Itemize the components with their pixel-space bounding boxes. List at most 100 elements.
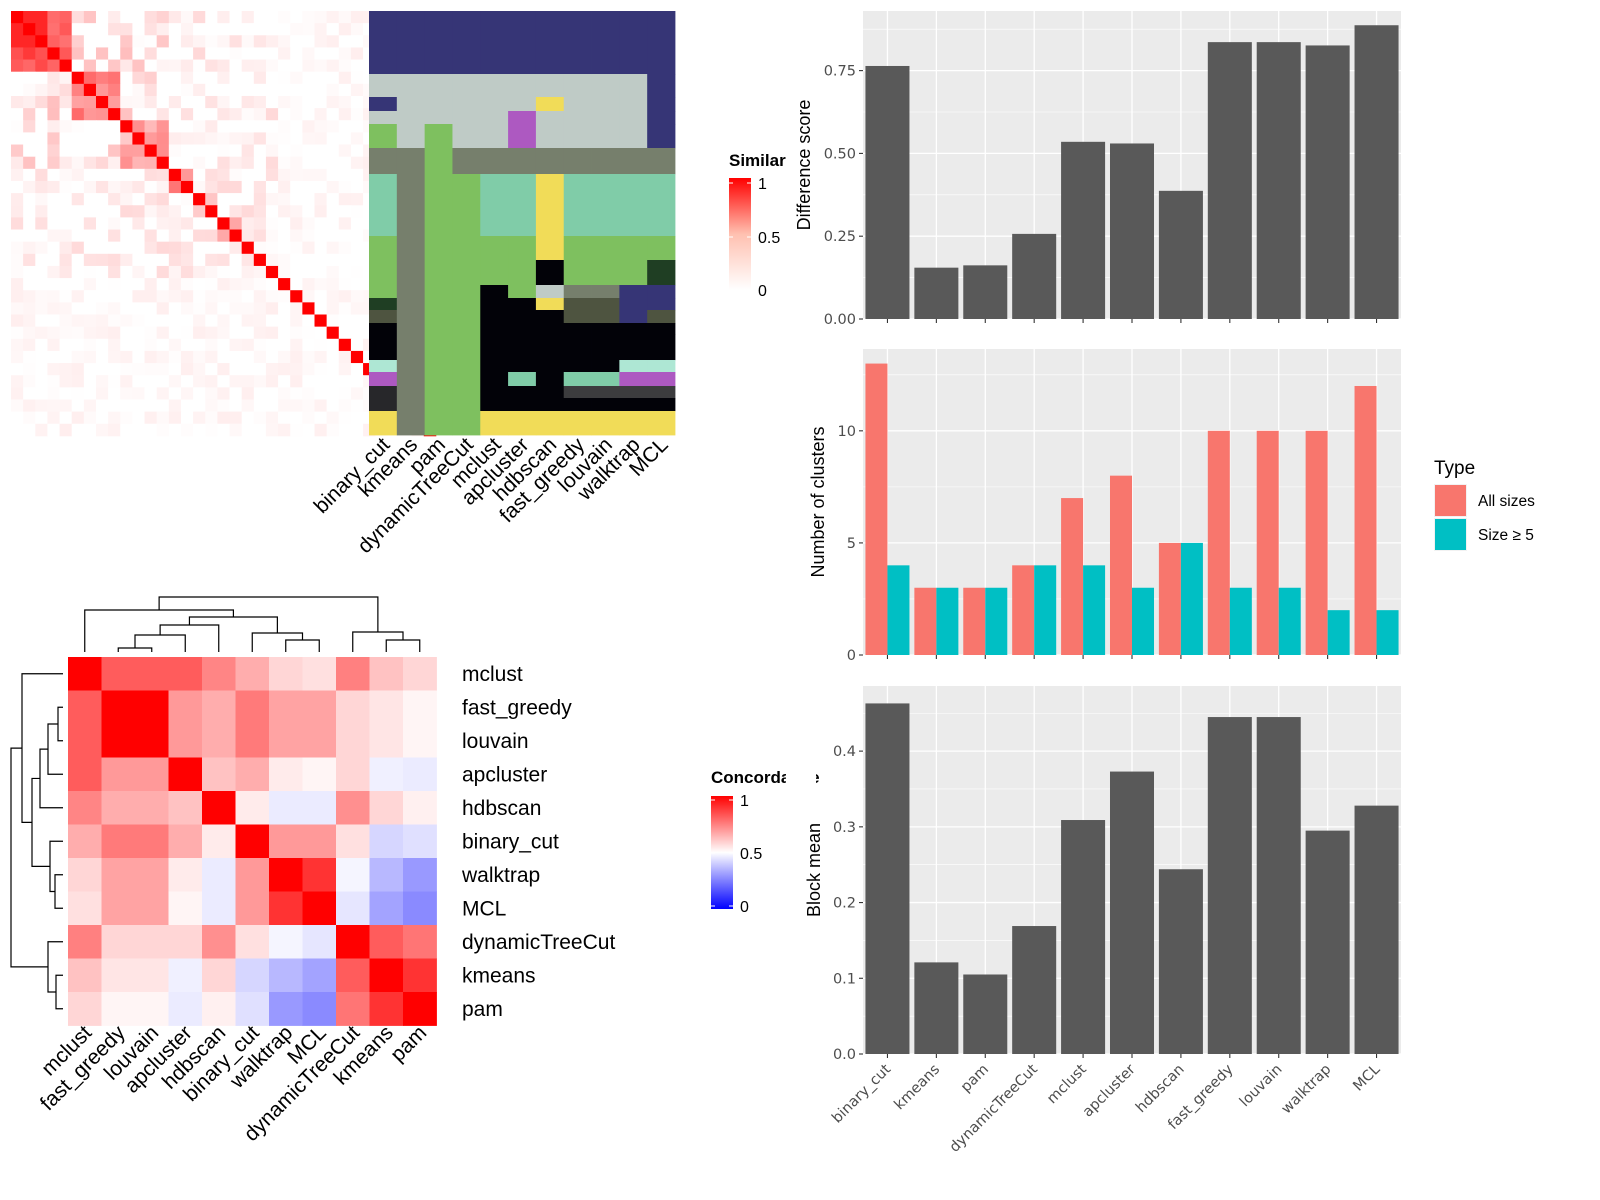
similarity-cell <box>253 350 267 364</box>
similarity-cell <box>95 423 109 437</box>
similarity-cell <box>229 47 243 60</box>
similarity-cell <box>278 350 291 364</box>
class-cell <box>619 124 648 149</box>
similarity-cell <box>120 217 133 230</box>
similarity-cell <box>35 290 48 303</box>
similarity-cell <box>241 144 255 158</box>
similarity-cell <box>278 35 291 48</box>
class-cell <box>508 323 537 335</box>
similarity-cell <box>144 132 158 145</box>
similarity-cell <box>193 399 206 413</box>
similarity-cell <box>156 47 170 60</box>
similarity-cell <box>217 241 230 255</box>
concordance-cell <box>235 824 270 859</box>
similarity-cell <box>193 326 206 340</box>
class-cell <box>452 323 481 335</box>
similarity-cell <box>47 241 60 255</box>
similarity-cell <box>326 399 340 413</box>
similarity-cell <box>205 350 218 364</box>
dendrogram-branch <box>285 639 320 652</box>
similarity-cell <box>95 278 109 291</box>
similarity-cell <box>108 278 121 291</box>
similarity-cell <box>47 375 60 388</box>
similarity-cell <box>108 253 121 267</box>
similarity-cell <box>314 95 328 109</box>
similarity-cell <box>83 132 97 145</box>
similarity-cell <box>193 59 206 73</box>
similarity-cell <box>350 132 364 145</box>
similarity-cell <box>326 193 340 206</box>
similarity-cell <box>180 132 194 145</box>
similarity-cell <box>132 350 145 364</box>
similarity-cell <box>168 241 182 255</box>
bar <box>1109 771 1155 1054</box>
similarity-cell <box>168 132 182 145</box>
similarity-cell <box>302 71 315 85</box>
similarity-cell <box>144 326 158 340</box>
concordance-cell <box>336 925 370 959</box>
similarity-cell <box>290 180 303 194</box>
class-cell <box>563 386 592 399</box>
bar <box>1305 45 1350 319</box>
similarity-cell <box>205 326 218 340</box>
similarity-cell <box>205 217 218 230</box>
similarity-cell <box>59 265 73 279</box>
similarity-cell <box>302 423 315 437</box>
similarity-cell <box>241 47 255 60</box>
similarity-cell <box>302 290 315 303</box>
class-cell <box>619 372 648 387</box>
similarity-cell <box>108 71 121 85</box>
similarity-cell <box>253 95 267 109</box>
similarity-cell <box>302 168 315 182</box>
class-cell <box>591 298 620 311</box>
similarity-cell <box>326 71 340 85</box>
similarity-cell <box>144 423 158 437</box>
similarity-cell <box>278 11 291 24</box>
class-cell <box>424 111 453 125</box>
similarity-cell <box>35 83 48 97</box>
similarity-cell <box>302 363 315 376</box>
similarity-cell <box>302 399 315 413</box>
class-cell <box>535 360 565 373</box>
concordance-row-label: louvain <box>462 730 529 753</box>
similarity-cell <box>302 265 315 279</box>
similarity-cell <box>193 217 206 230</box>
similarity-cell <box>47 387 60 400</box>
similarity-cell <box>253 35 267 48</box>
class-cell <box>480 148 509 175</box>
clusters-legend-label: Size ≥ 5 <box>1478 527 1534 544</box>
similarity-cell <box>217 59 230 73</box>
similarity-cell <box>193 120 206 133</box>
similarity-cell <box>108 35 121 48</box>
similarity-cell <box>350 387 364 400</box>
class-cell <box>396 74 426 98</box>
similarity-cell <box>156 168 170 182</box>
similarity-cell <box>193 132 206 145</box>
similarity-cell <box>350 47 364 60</box>
similarity-cell <box>120 350 133 364</box>
similarity-cell <box>229 144 243 158</box>
similarity-cell <box>314 375 328 388</box>
concordance-cell <box>68 925 102 959</box>
similarity-cell <box>83 375 97 388</box>
similarity-cell <box>71 265 85 279</box>
similarity-cell <box>95 411 109 425</box>
similarity-cell <box>193 180 206 194</box>
similarity-cell <box>71 71 85 85</box>
similarity-cell <box>193 302 206 315</box>
similarity-cell <box>193 193 206 206</box>
similarity-cell <box>35 278 48 291</box>
similarity-cell <box>180 156 194 170</box>
similarity-cell <box>108 132 121 145</box>
similarity-cell <box>83 144 97 158</box>
dendrogram-branch <box>158 596 379 632</box>
similarity-cell <box>241 290 255 303</box>
concordance-cell <box>302 824 337 859</box>
similarity-cell <box>229 120 243 133</box>
similarity-cell <box>120 120 133 133</box>
similarity-cell <box>278 229 291 243</box>
x-tick-label: mclust <box>1044 1061 1090 1107</box>
similarity-cell <box>71 350 85 364</box>
similarity-cell <box>35 95 48 109</box>
